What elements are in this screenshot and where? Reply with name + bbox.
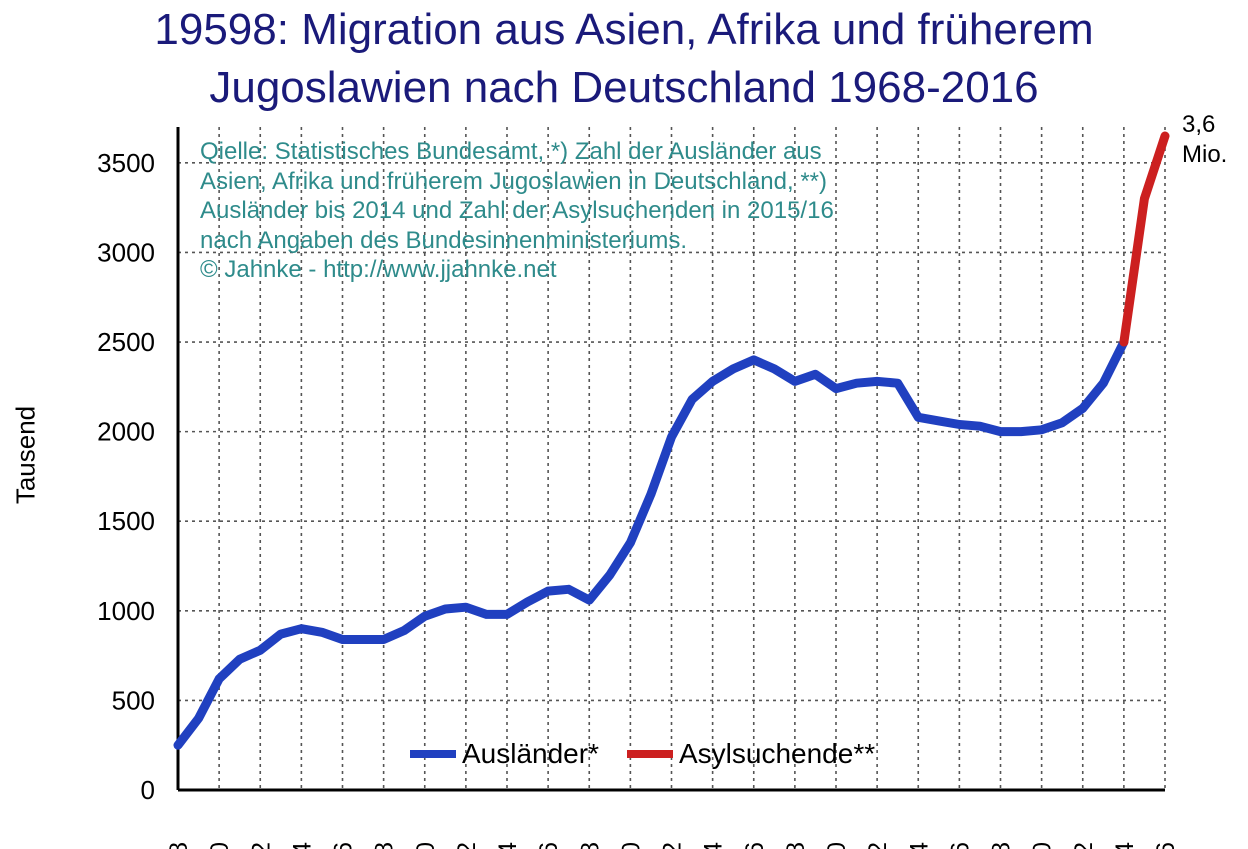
x-tick-label: 04 — [905, 842, 933, 849]
x-tick-label: 10 — [1029, 842, 1057, 849]
source-line: Ausländer bis 2014 und Zahl der Asylsuch… — [200, 197, 834, 224]
legend-label: Ausländer* — [462, 738, 599, 769]
end-value-unit: Mio. — [1182, 141, 1228, 168]
source-line: © Jahnke - http://www.jjahnke.net — [200, 256, 557, 283]
y-tick-label: 500 — [112, 685, 155, 715]
legend-swatch-red — [626, 750, 673, 758]
x-tick-label: 78 — [371, 842, 399, 849]
x-tick-label: 86 — [535, 842, 563, 849]
source-line: nach Angaben des Bundesinnenministeriums… — [200, 226, 687, 254]
x-tick-label: 02 — [864, 842, 892, 849]
y-tick-label: 2000 — [97, 417, 155, 447]
x-tick-label: 12 — [1070, 842, 1098, 849]
chart-title-line-2: Jugoslawien nach Deutschland 1968-2016 — [209, 63, 1039, 112]
series-line-auslaender — [173, 337, 1129, 750]
x-tick-label: 08 — [988, 842, 1016, 849]
chart-title-line-1: 19598: Migration aus Asien, Afrika und f… — [154, 5, 1094, 54]
x-tick-label: 90 — [617, 842, 645, 849]
end-value-number: 3,6 — [1182, 111, 1216, 138]
x-tick-label: 14 — [1111, 842, 1139, 849]
x-tick-label: 94 — [700, 842, 728, 849]
x-tick-label: 68 — [165, 842, 193, 849]
x-tick-label: 72 — [247, 842, 275, 849]
x-tick-label: 96 — [741, 842, 769, 849]
series-line-asylsuchende — [1119, 131, 1170, 347]
y-tick-label: 1500 — [97, 506, 155, 536]
y-tick-label: 3500 — [97, 148, 155, 178]
end-value-annotation: 3,6 Mio. — [1182, 110, 1227, 170]
source-line: Asien, Afrika und früherem Jugoslawien i… — [200, 167, 827, 195]
legend-swatch-blue — [410, 750, 456, 758]
source-note: Qielle: Statistisches Bundesamt, *) Zahl… — [200, 137, 1050, 285]
y-axis-label: Tausend — [10, 405, 41, 505]
x-tick-label: 74 — [288, 842, 316, 849]
legend: Ausländer* Asylsuchende** — [410, 734, 903, 774]
x-tick-label: 92 — [659, 842, 687, 849]
legend-item-auslaender: Ausländer* — [410, 738, 599, 770]
x-tick-label: 88 — [576, 842, 604, 849]
legend-item-asylsuchende: Asylsuchende** — [626, 738, 876, 770]
x-tick-label: 82 — [453, 842, 481, 849]
y-tick-label: 0 — [141, 775, 155, 805]
legend-label: Asylsuchende** — [678, 738, 876, 769]
y-tick-label: 3000 — [97, 237, 155, 267]
x-tick-label: 16 — [1152, 842, 1180, 849]
x-tick-label: 76 — [330, 842, 358, 849]
x-tick-label: 06 — [946, 842, 974, 849]
x-tick-label: 80 — [412, 842, 440, 849]
y-tick-label: 2500 — [97, 327, 155, 357]
y-tick-label: 1000 — [97, 596, 155, 626]
x-tick-label: 98 — [782, 842, 810, 849]
source-line: Qielle: Statistisches Bundesamt, *) Zahl… — [200, 138, 822, 165]
x-tick-label: 84 — [494, 842, 522, 849]
x-tick-label: 00 — [823, 842, 851, 849]
x-tick-label: 70 — [206, 842, 234, 849]
